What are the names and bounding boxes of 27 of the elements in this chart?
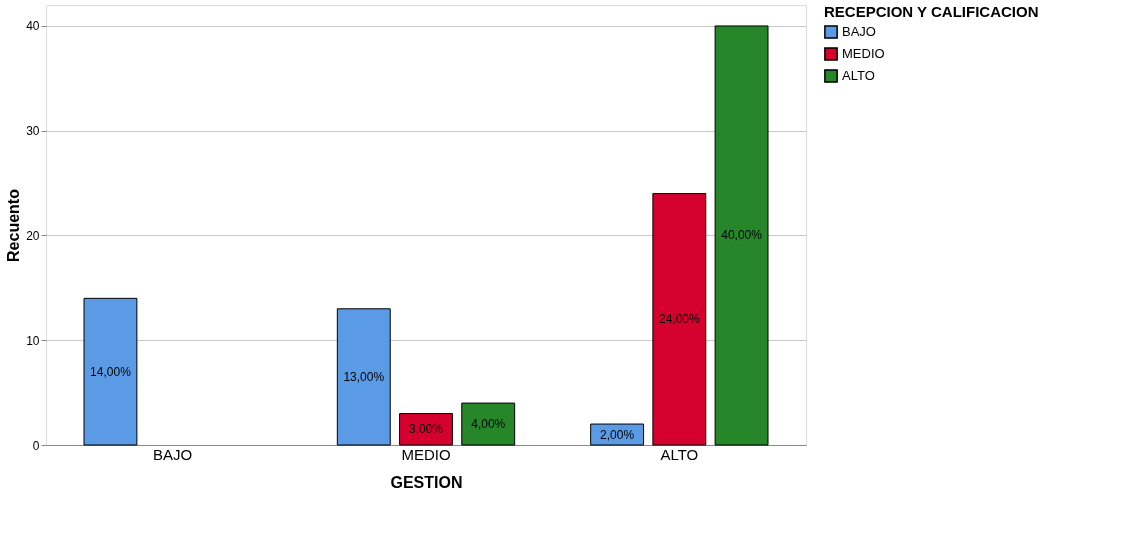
bar [83, 297, 138, 446]
legend-label: BAJO [842, 24, 876, 39]
legend-label: ALTO [842, 68, 875, 83]
bar [461, 402, 516, 446]
y-tick-label: 40 [26, 19, 40, 34]
data-label: 14,00% [90, 364, 132, 379]
bar [399, 413, 453, 446]
y-tick-label: 10 [26, 333, 40, 348]
bar [652, 193, 707, 446]
legend-title: RECEPCION Y CALIFICACION [824, 3, 1039, 20]
bar [336, 308, 391, 446]
x-tick-label: ALTO [660, 445, 699, 463]
data-label: 4,00% [471, 417, 506, 432]
x-tick-label: BAJO [153, 445, 193, 463]
y-axis-title: Recuento [5, 188, 23, 262]
x-axis-title: GESTION [390, 473, 463, 491]
data-label: 13,00% [343, 369, 385, 384]
y-tick-label: 0 [32, 438, 40, 453]
data-label: 40,00% [721, 228, 763, 243]
y-tick-label: 20 [26, 228, 40, 243]
y-tick-label: 30 [26, 124, 40, 139]
data-label: 3,00% [408, 422, 444, 437]
data-label: 24,00% [658, 312, 701, 327]
data-label: 2,00% [600, 427, 635, 442]
bar [714, 25, 769, 446]
x-tick-label: MEDIO [401, 445, 451, 463]
legend-label: MEDIO [842, 46, 885, 61]
